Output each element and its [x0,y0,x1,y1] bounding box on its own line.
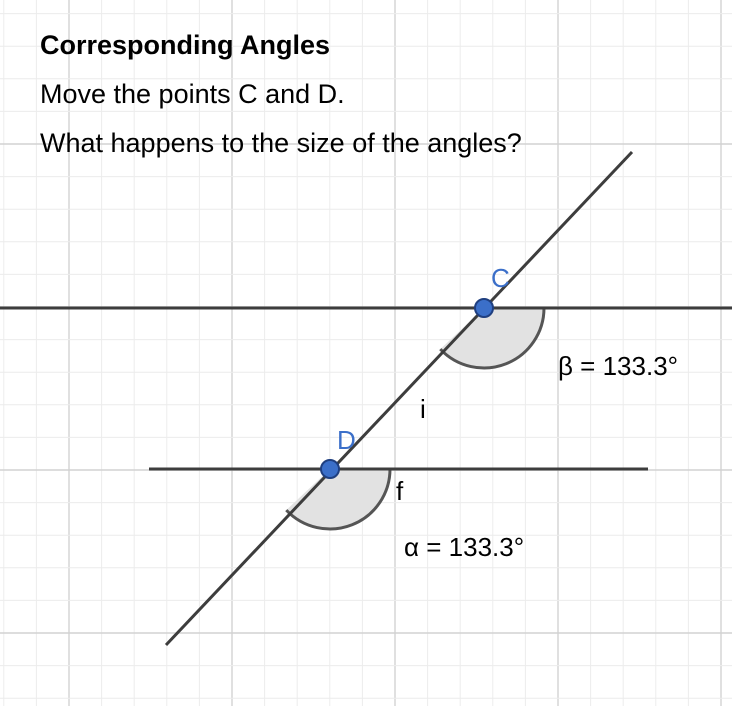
point-c-label: C [491,263,510,293]
instructions: Corresponding Angles Move the points C a… [40,27,522,161]
angle-beta-sector [440,308,544,368]
angle-beta-arc [439,307,546,370]
transversal-line-i[interactable] [164,150,634,647]
angle-alpha-sector [286,469,390,529]
prompt-title: Corresponding Angles [40,30,331,60]
point-d[interactable] [320,459,340,479]
line-f-label: f [396,476,404,506]
point-d-label: D [337,425,356,455]
point-c[interactable] [474,298,494,318]
prompt-line-1: Move the points C and D. [40,79,345,109]
angle-beta-label: β = 133.3° [558,351,678,381]
prompt-line-2: What happens to the size of the angles? [40,128,522,158]
line-i-label: i [420,394,426,424]
angle-alpha-label: α = 133.3° [404,532,524,562]
angle-alpha-arc [285,468,392,531]
